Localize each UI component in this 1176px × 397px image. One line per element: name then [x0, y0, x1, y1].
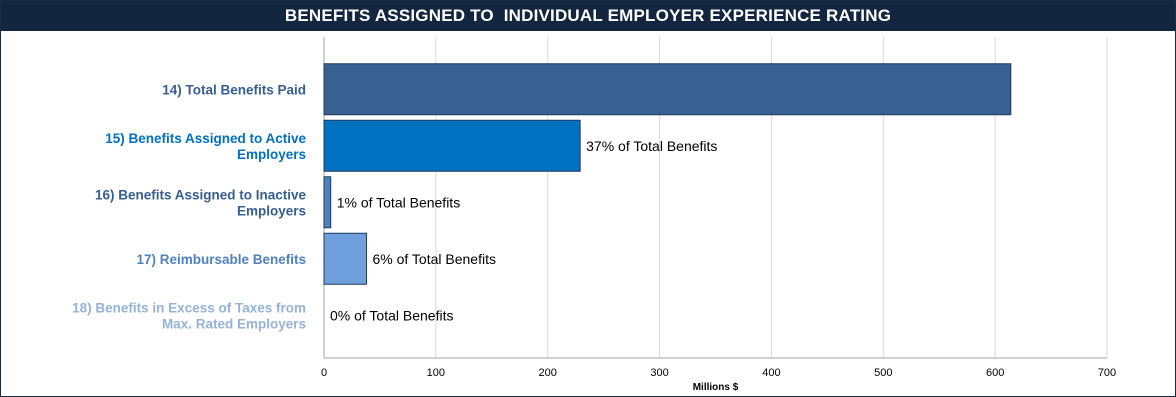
bar [323, 119, 581, 172]
category-label: 17) Reimbursable Benefits [136, 252, 306, 267]
x-tick-label: 300 [650, 367, 668, 379]
x-tick-label: 100 [427, 367, 445, 379]
category-label: Employers [237, 147, 306, 162]
x-tick-label: 0 [321, 367, 327, 379]
x-axis-title: Millions $ [693, 382, 739, 393]
category-label: Employers [237, 203, 306, 218]
category-label: 15) Benefits Assigned to Active [105, 131, 306, 146]
x-tick-label: 500 [874, 367, 892, 379]
data-label: 0% of Total Benefits [330, 307, 453, 323]
category-label: Max. Rated Employers [162, 316, 306, 331]
x-tick-label: 200 [539, 367, 557, 379]
category-label: 18) Benefits in Excess of Taxes from [72, 300, 306, 315]
data-label: 6% of Total Benefits [373, 251, 496, 267]
x-tick-label: 600 [986, 367, 1004, 379]
bar [323, 232, 368, 285]
x-tick-label: 400 [762, 367, 780, 379]
category-label: 16) Benefits Assigned to Inactive [95, 187, 307, 202]
x-tick-label: 700 [1098, 367, 1116, 379]
bar [323, 63, 1012, 116]
chart-title: BENEFITS ASSIGNED TO INDIVIDUAL EMPLOYER… [1, 1, 1175, 31]
data-label: 1% of Total Benefits [337, 194, 460, 210]
data-label: 37% of Total Benefits [586, 138, 717, 154]
category-label: 14) Total Benefits Paid [162, 82, 306, 97]
bar [323, 176, 332, 229]
